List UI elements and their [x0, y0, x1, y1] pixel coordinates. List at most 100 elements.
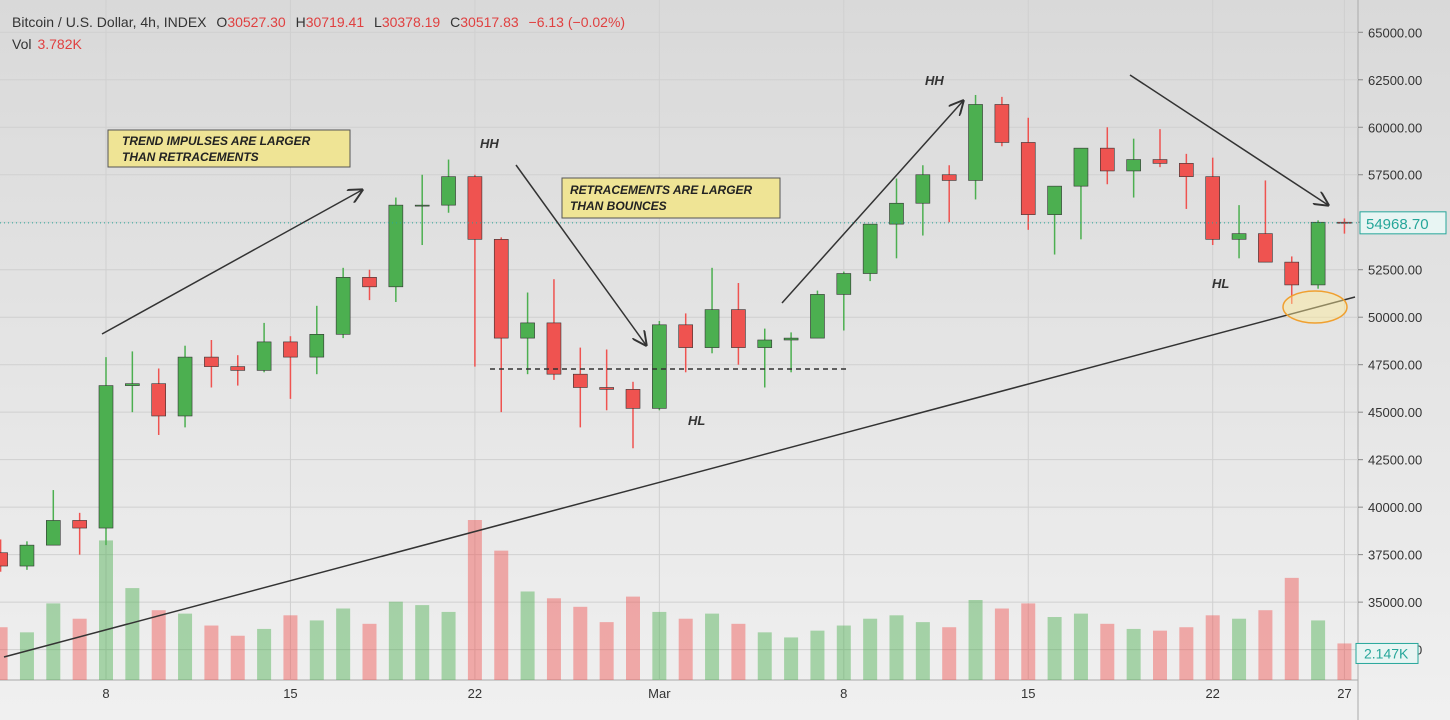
volume-bar [441, 611, 456, 680]
volume-bar [942, 627, 957, 680]
y-tick-label: 65000.00 [1368, 25, 1422, 40]
volume-layer [0, 520, 1352, 680]
candle-body [652, 324, 667, 409]
arrow [515, 164, 646, 345]
volume-bar [125, 588, 140, 680]
volume-bar [0, 627, 8, 680]
candle-body [204, 356, 219, 367]
volume-bar [19, 632, 34, 680]
candle-body [599, 387, 614, 390]
volume-bar [1073, 613, 1088, 680]
volume-bar [1311, 620, 1326, 680]
last-price-box [1359, 211, 1447, 235]
y-tick-label: 37500.00 [1368, 548, 1422, 563]
x-tick-label: 22 [1205, 686, 1219, 701]
volume-bar [151, 610, 166, 680]
candle-body [1310, 221, 1326, 286]
arrow [781, 101, 963, 304]
candle-body [388, 204, 404, 288]
volume-bar [388, 601, 403, 680]
x-tick-label: 15 [283, 686, 297, 701]
candle-body [783, 337, 799, 341]
x-tick-label: 8 [840, 686, 847, 701]
candle-body [19, 544, 35, 567]
x-tick-label: 27 [1337, 686, 1351, 701]
candle-body [915, 174, 931, 204]
candle-body [968, 104, 983, 181]
volume-bar [836, 625, 851, 680]
trend-line [3, 296, 1356, 658]
candle-body [1047, 185, 1062, 215]
arrow [101, 190, 362, 335]
volume-bar [1179, 627, 1194, 680]
y-tick-label: 35000.00 [1368, 595, 1422, 610]
volume-bar [415, 605, 430, 680]
swing-label: HH [480, 136, 499, 151]
volume-bar [46, 603, 61, 680]
candle-body [1205, 176, 1220, 240]
volume-bar [1232, 618, 1247, 680]
volume-bar [599, 622, 614, 680]
volume-bar [1100, 623, 1115, 680]
candle-body [1284, 261, 1300, 286]
volume-bar [494, 550, 509, 680]
candle-body [256, 341, 272, 371]
candle-body [98, 385, 114, 529]
note-text: THAN RETRACEMENTS [122, 150, 259, 164]
drawings [3, 74, 1356, 658]
volume-bar [72, 618, 87, 680]
volume-bar [467, 520, 482, 680]
volume-bar [573, 606, 588, 680]
candle-body [941, 174, 957, 181]
grid [0, 0, 1363, 680]
candle-body [625, 389, 641, 409]
volume-bar [1205, 615, 1220, 680]
candle-body [1020, 142, 1036, 215]
candle-body [1073, 147, 1089, 187]
note-text: THAN BOUNCES [570, 199, 667, 213]
last-price-label: 54968.70 [1366, 216, 1429, 233]
candle-body [994, 104, 1010, 143]
volume-bar [1284, 577, 1299, 680]
candle-body [704, 309, 720, 348]
candle-body [572, 373, 588, 388]
y-tick-label: 52500.00 [1368, 263, 1422, 278]
candle-layer [0, 94, 1352, 572]
candle-body [309, 334, 325, 358]
candle-body [520, 322, 535, 339]
volume-bar [546, 598, 561, 680]
candle-body [493, 239, 509, 339]
volume-bar [810, 630, 825, 680]
y-tick-label: 62500.00 [1368, 73, 1422, 88]
volume-bar [520, 591, 535, 680]
candle-body [1126, 159, 1141, 172]
note-text: TREND IMPULSES ARE LARGER [122, 134, 311, 148]
y-tick-label: 50000.00 [1368, 310, 1422, 325]
y-tick-label: 47500.00 [1368, 358, 1422, 373]
candle-body [72, 520, 87, 529]
note-text: RETRACEMENTS ARE LARGER [570, 183, 753, 197]
volume-bar [757, 632, 772, 680]
candle-body [125, 383, 140, 386]
legend-volume: Vol 3.782K [12, 36, 83, 52]
y-tick-label: 40000.00 [1368, 500, 1422, 515]
volume-bar [731, 623, 746, 680]
volume-bar [652, 611, 667, 680]
volume-bar [336, 608, 351, 680]
candle-body [0, 552, 8, 567]
candle-body [441, 176, 456, 206]
volume-bar [889, 615, 904, 680]
candle-body [862, 223, 878, 274]
volume-bar [309, 620, 324, 680]
volume-bar [1021, 603, 1036, 680]
highlight-ellipse [1282, 290, 1348, 324]
candle-body [678, 324, 694, 348]
volume-bar [99, 540, 113, 680]
volume-bar [968, 600, 983, 680]
candle-body [335, 277, 351, 335]
volume-bar [362, 623, 377, 680]
volume-bar [1153, 630, 1167, 680]
volume-bar [257, 628, 272, 680]
